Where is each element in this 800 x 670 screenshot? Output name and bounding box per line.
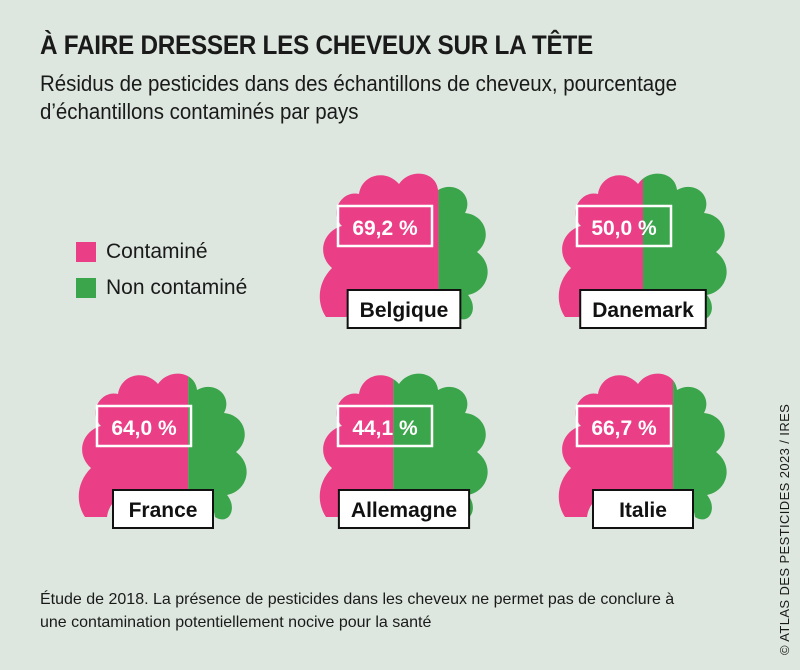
value-box-belgique: [336, 204, 434, 248]
value-label-danemark: 50,0 %: [591, 217, 657, 240]
legend-swatch-clean: [76, 278, 96, 298]
hair-belgique: 69,2 % Belgique: [319, 173, 488, 329]
chart-title: À FAIRE DRESSER LES CHEVEUX SUR LA TÊTE: [40, 30, 593, 60]
legend-label-clean: Non contaminé: [106, 276, 248, 299]
legend-item-contaminated: Contaminé: [76, 234, 247, 270]
chart-subtitle: Résidus de pesticides dans des échantill…: [40, 71, 677, 124]
country-label-danemark: Danemark: [592, 299, 694, 322]
country-box-france: [112, 489, 214, 529]
hair-allemagne: 44,1 % Allemagne: [319, 373, 488, 529]
country-box-danemark: [579, 289, 707, 329]
hair-italie: 66,7 % Italie: [558, 373, 727, 529]
value-box-allemagne: [336, 404, 434, 448]
hair-france: 64,0 % France: [78, 373, 247, 529]
value-box-danemark: [575, 204, 673, 248]
country-label-allemagne: Allemagne: [351, 499, 457, 522]
country-box-belgique: [346, 289, 462, 329]
legend: Contaminé Non contaminé: [76, 234, 247, 306]
value-label-italie: 66,7 %: [591, 417, 657, 440]
legend-label-contaminated: Contaminé: [106, 240, 208, 263]
footnote: Étude de 2018. La présence de pesticides…: [40, 591, 675, 631]
value-label-belgique: 69,2 %: [352, 217, 418, 240]
value-label-france: 64,0 %: [111, 417, 177, 440]
value-box-italie: [575, 404, 673, 448]
value-label-allemagne: 44,1 %: [352, 417, 418, 440]
country-box-italie: [592, 489, 694, 529]
hair-danemark: 50,0 % Danemark: [558, 173, 727, 329]
country-box-allemagne: [337, 489, 471, 529]
source-credit: © ATLAS DES PESTICIDES 2023 / IRES: [777, 403, 792, 655]
country-label-belgique: Belgique: [360, 299, 449, 322]
country-label-italie: Italie: [619, 499, 667, 522]
legend-swatch-contaminated: [76, 242, 96, 262]
legend-item-clean: Non contaminé: [76, 270, 247, 306]
country-label-france: France: [129, 499, 198, 522]
value-box-france: [95, 404, 193, 448]
